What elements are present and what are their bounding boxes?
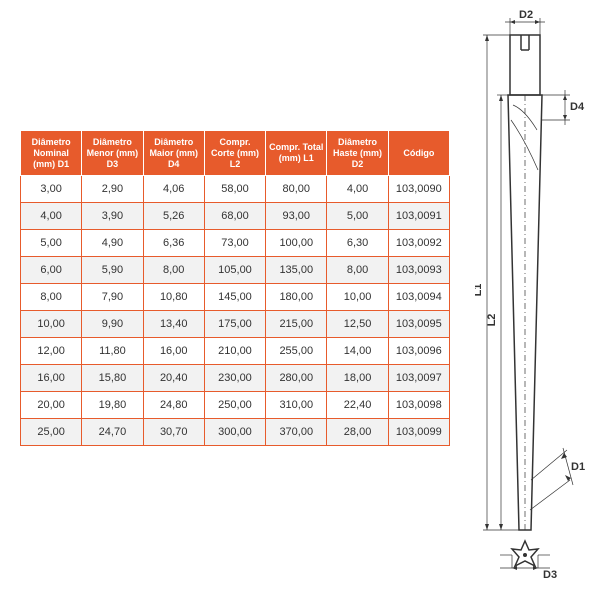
table-cell: 20,00 bbox=[21, 392, 82, 419]
table-cell: 24,80 bbox=[143, 392, 204, 419]
label-d3: D3 bbox=[543, 569, 557, 580]
table-cell: 58,00 bbox=[204, 176, 265, 203]
table-cell: 105,00 bbox=[204, 257, 265, 284]
table-cell: 250,00 bbox=[204, 392, 265, 419]
table-row: 12,0011,8016,00210,00255,0014,00103,0096 bbox=[21, 338, 450, 365]
table-cell: 6,36 bbox=[143, 230, 204, 257]
table-cell: 12,50 bbox=[327, 311, 388, 338]
table-cell: 370,00 bbox=[266, 419, 327, 446]
table-cell: 135,00 bbox=[266, 257, 327, 284]
table-row: 16,0015,8020,40230,00280,0018,00103,0097 bbox=[21, 365, 450, 392]
table-cell: 9,90 bbox=[82, 311, 143, 338]
table-cell: 103,0093 bbox=[388, 257, 449, 284]
table-cell: 103,0096 bbox=[388, 338, 449, 365]
table-cell: 10,00 bbox=[327, 284, 388, 311]
table-row: 6,005,908,00105,00135,008,00103,0093 bbox=[21, 257, 450, 284]
table-cell: 16,00 bbox=[143, 338, 204, 365]
table-row: 10,009,9013,40175,00215,0012,50103,0095 bbox=[21, 311, 450, 338]
table-header-row: Diâmetro Nominal (mm) D1 Diâmetro Menor … bbox=[21, 131, 450, 176]
table-cell: 2,90 bbox=[82, 176, 143, 203]
table-cell: 7,90 bbox=[82, 284, 143, 311]
table-row: 3,002,904,0658,0080,004,00103,0090 bbox=[21, 176, 450, 203]
table-cell: 30,70 bbox=[143, 419, 204, 446]
table-cell: 12,00 bbox=[21, 338, 82, 365]
table-cell: 103,0098 bbox=[388, 392, 449, 419]
table-cell: 22,40 bbox=[327, 392, 388, 419]
label-d2: D2 bbox=[519, 10, 533, 21]
table-cell: 4,00 bbox=[21, 203, 82, 230]
table-cell: 3,90 bbox=[82, 203, 143, 230]
table-cell: 18,00 bbox=[327, 365, 388, 392]
table-cell: 103,0092 bbox=[388, 230, 449, 257]
table-cell: 28,00 bbox=[327, 419, 388, 446]
col-d2: Diâmetro Haste (mm) D2 bbox=[327, 131, 388, 176]
table-cell: 210,00 bbox=[204, 338, 265, 365]
table-cell: 25,00 bbox=[21, 419, 82, 446]
table-cell: 103,0091 bbox=[388, 203, 449, 230]
table-cell: 20,40 bbox=[143, 365, 204, 392]
col-l1: Compr. Total (mm) L1 bbox=[266, 131, 327, 176]
table-cell: 3,00 bbox=[21, 176, 82, 203]
spec-table: Diâmetro Nominal (mm) D1 Diâmetro Menor … bbox=[20, 130, 450, 446]
reamer-diagram: D2 D4 L1 bbox=[475, 10, 585, 580]
table-cell: 13,40 bbox=[143, 311, 204, 338]
table-cell: 300,00 bbox=[204, 419, 265, 446]
table-cell: 15,80 bbox=[82, 365, 143, 392]
table-cell: 73,00 bbox=[204, 230, 265, 257]
table-cell: 5,90 bbox=[82, 257, 143, 284]
table-cell: 8,00 bbox=[143, 257, 204, 284]
table-cell: 255,00 bbox=[266, 338, 327, 365]
table-cell: 103,0095 bbox=[388, 311, 449, 338]
table-cell: 93,00 bbox=[266, 203, 327, 230]
table-cell: 10,00 bbox=[21, 311, 82, 338]
table-cell: 4,06 bbox=[143, 176, 204, 203]
spec-table-container: Diâmetro Nominal (mm) D1 Diâmetro Menor … bbox=[20, 130, 450, 446]
table-row: 25,0024,7030,70300,00370,0028,00103,0099 bbox=[21, 419, 450, 446]
table-cell: 103,0099 bbox=[388, 419, 449, 446]
table-cell: 5,00 bbox=[21, 230, 82, 257]
table-cell: 14,00 bbox=[327, 338, 388, 365]
table-cell: 100,00 bbox=[266, 230, 327, 257]
table-row: 20,0019,8024,80250,00310,0022,40103,0098 bbox=[21, 392, 450, 419]
label-l2: L2 bbox=[486, 314, 498, 327]
table-cell: 230,00 bbox=[204, 365, 265, 392]
table-cell: 16,00 bbox=[21, 365, 82, 392]
table-cell: 5,00 bbox=[327, 203, 388, 230]
table-row: 5,004,906,3673,00100,006,30103,0092 bbox=[21, 230, 450, 257]
table-cell: 4,00 bbox=[327, 176, 388, 203]
label-d1: D1 bbox=[571, 461, 585, 473]
table-row: 4,003,905,2668,0093,005,00103,0091 bbox=[21, 203, 450, 230]
table-cell: 6,00 bbox=[21, 257, 82, 284]
table-cell: 11,80 bbox=[82, 338, 143, 365]
col-d3: Diâmetro Menor (mm) D3 bbox=[82, 131, 143, 176]
table-cell: 5,26 bbox=[143, 203, 204, 230]
col-d1: Diâmetro Nominal (mm) D1 bbox=[21, 131, 82, 176]
table-row: 8,007,9010,80145,00180,0010,00103,0094 bbox=[21, 284, 450, 311]
col-codigo: Código bbox=[388, 131, 449, 176]
table-cell: 24,70 bbox=[82, 419, 143, 446]
col-l2: Compr. Corte (mm) L2 bbox=[204, 131, 265, 176]
label-d4: D4 bbox=[570, 101, 585, 113]
table-cell: 103,0090 bbox=[388, 176, 449, 203]
table-cell: 215,00 bbox=[266, 311, 327, 338]
table-cell: 4,90 bbox=[82, 230, 143, 257]
table-cell: 180,00 bbox=[266, 284, 327, 311]
table-cell: 68,00 bbox=[204, 203, 265, 230]
col-d4: Diâmetro Maior (mm) D4 bbox=[143, 131, 204, 176]
table-cell: 145,00 bbox=[204, 284, 265, 311]
table-cell: 103,0094 bbox=[388, 284, 449, 311]
table-cell: 103,0097 bbox=[388, 365, 449, 392]
table-body: 3,002,904,0658,0080,004,00103,00904,003,… bbox=[21, 176, 450, 446]
table-cell: 19,80 bbox=[82, 392, 143, 419]
table-cell: 8,00 bbox=[21, 284, 82, 311]
table-cell: 175,00 bbox=[204, 311, 265, 338]
table-cell: 8,00 bbox=[327, 257, 388, 284]
table-cell: 80,00 bbox=[266, 176, 327, 203]
table-cell: 280,00 bbox=[266, 365, 327, 392]
table-cell: 10,80 bbox=[143, 284, 204, 311]
table-cell: 310,00 bbox=[266, 392, 327, 419]
label-l1: L1 bbox=[475, 284, 484, 297]
table-cell: 6,30 bbox=[327, 230, 388, 257]
